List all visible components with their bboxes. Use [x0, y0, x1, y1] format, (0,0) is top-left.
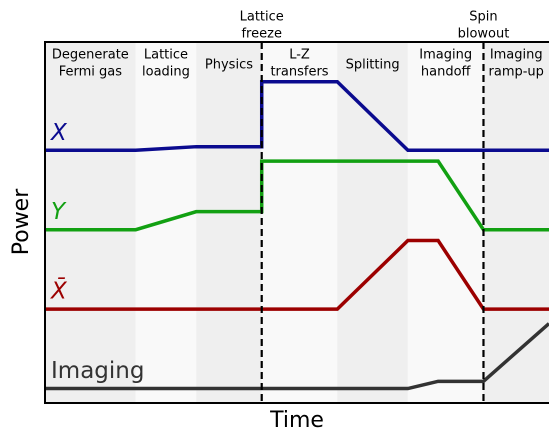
- phase-label: L-Z: [289, 48, 310, 63]
- axes-frame: [44, 41, 549, 404]
- y-axis-label: Power: [9, 188, 34, 255]
- phase-label: Fermi gas: [59, 65, 123, 80]
- event-label: Lattice: [240, 10, 284, 25]
- phase-region: [45, 42, 136, 403]
- phase-region: [261, 42, 338, 403]
- phase-label: Physics: [205, 58, 253, 73]
- overlay: X Y X̄ Imaging Lattice freeze Spin blowout: [44, 10, 549, 404]
- phase-region: [407, 42, 484, 403]
- phase-label: handoff: [421, 65, 472, 80]
- series-label: X̄: [50, 276, 68, 304]
- event-label: freeze: [241, 27, 281, 42]
- phase-label: loading: [142, 65, 190, 80]
- phase-label: Imaging: [490, 48, 543, 63]
- phase-label: Degenerate: [52, 48, 129, 63]
- series-label: Y: [51, 199, 67, 225]
- phase-label: Lattice: [144, 48, 188, 63]
- phase-region: [483, 42, 549, 403]
- x-axis-label: Time: [269, 408, 324, 432]
- phase-label: transfers: [270, 65, 328, 80]
- phase-label: Splitting: [346, 58, 400, 73]
- series-line: [45, 322, 549, 391]
- series-label: X: [50, 120, 68, 146]
- phase-label: Imaging: [419, 48, 472, 63]
- plot-area: Degenerate Fermi gas Lattice loading Physics…: [45, 42, 549, 403]
- series-line: [45, 238, 549, 311]
- series-label: Imaging: [51, 358, 144, 384]
- event-label: blowout: [458, 27, 510, 42]
- event-label: Spin: [469, 10, 497, 25]
- phase-region: [196, 42, 262, 403]
- phase-label: ramp-up: [489, 65, 544, 80]
- phase-region: [337, 42, 408, 403]
